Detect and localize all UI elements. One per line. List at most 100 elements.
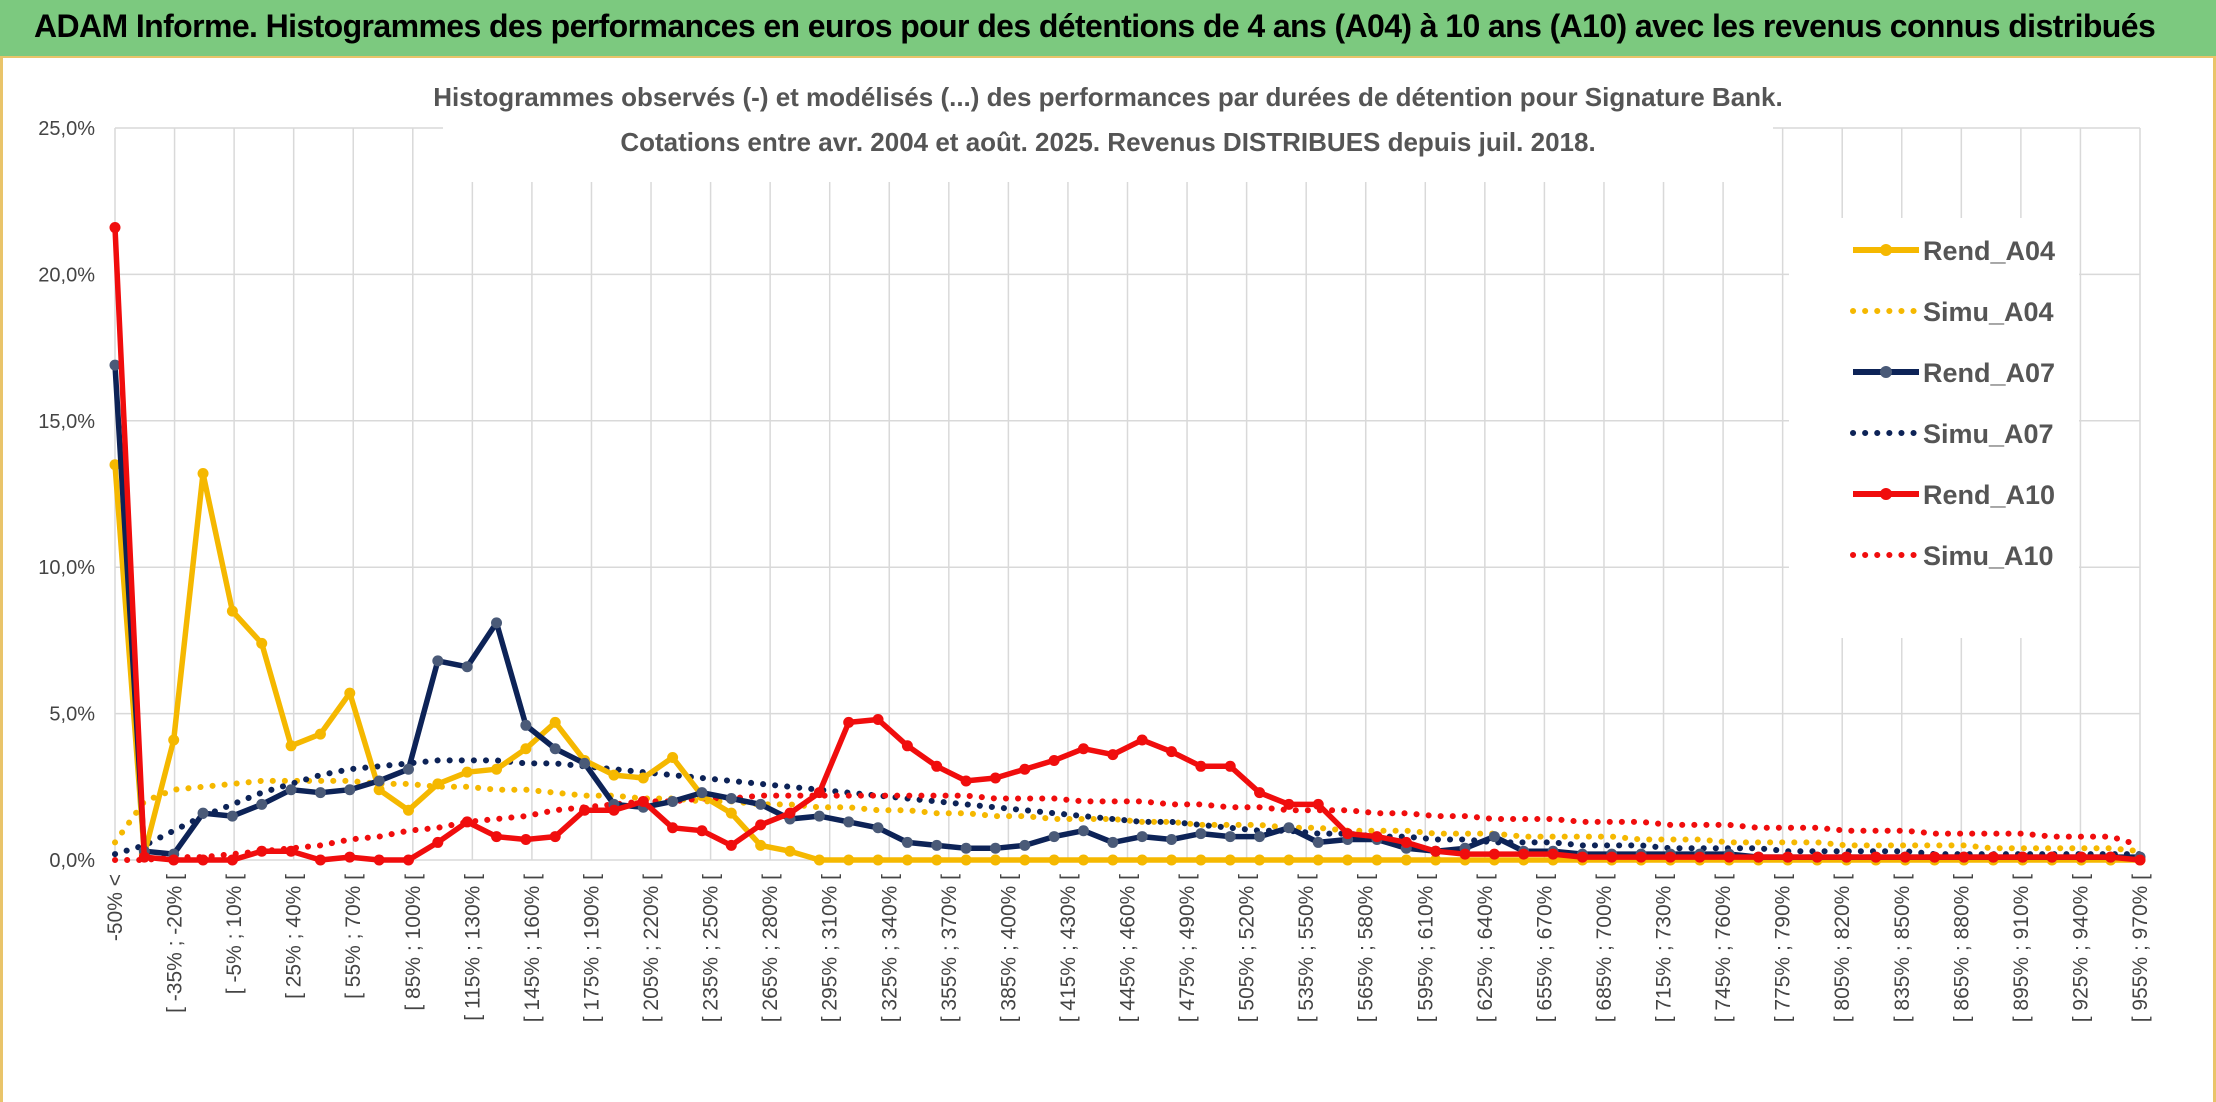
x-tick-label: [ 925% ; 940% [	[2069, 874, 2092, 1022]
data-point	[168, 734, 180, 746]
legend-label: Rend_A10	[1923, 480, 2055, 510]
series	[109, 222, 2146, 866]
data-point	[432, 778, 444, 790]
legend-marker	[1880, 244, 1892, 256]
data-point	[637, 795, 649, 807]
x-tick-label: [ 775% ; 790% [	[1772, 874, 1795, 1022]
y-tick-label: 10,0%	[38, 557, 95, 579]
x-tick-label: [ 715% ; 730% [	[1653, 874, 1676, 1022]
data-point	[344, 851, 356, 863]
legend-label: Simu_A10	[1923, 541, 2054, 571]
data-point	[1371, 831, 1383, 843]
data-point	[931, 839, 943, 851]
data-point	[1166, 854, 1178, 866]
data-point	[637, 772, 649, 784]
page-title: ADAM Informe. Histogrammes des performan…	[34, 8, 2156, 44]
data-point	[784, 807, 796, 819]
legend-item-Simu_A10: Simu_A10	[1850, 541, 2054, 571]
data-point	[1077, 854, 1089, 866]
data-point	[461, 766, 473, 778]
data-point	[1312, 798, 1324, 810]
x-tick-label: -50% <	[104, 874, 127, 941]
data-point	[1048, 831, 1060, 843]
data-point	[2046, 851, 2058, 863]
data-point	[608, 804, 620, 816]
data-point	[872, 713, 884, 725]
data-point	[2075, 851, 2087, 863]
data-point	[1342, 828, 1354, 840]
legend-item-Rend_A07: Rend_A07	[1853, 358, 2055, 388]
data-point	[872, 822, 884, 834]
data-point	[109, 459, 121, 471]
data-point	[520, 834, 532, 846]
y-tick-label: 20,0%	[38, 264, 95, 286]
data-point	[579, 757, 591, 769]
data-point	[1166, 746, 1178, 758]
x-tick-label: [ 295% ; 310% [	[819, 874, 842, 1022]
data-point	[491, 763, 503, 775]
legend-marker	[1880, 366, 1892, 378]
x-tick-label: [ 25% ; 40% [	[283, 874, 306, 999]
data-point	[1606, 851, 1618, 863]
data-point	[373, 784, 385, 796]
x-tick-label: [ 805% ; 820% [	[1831, 874, 1854, 1022]
data-point	[1224, 831, 1236, 843]
data-point	[813, 810, 825, 822]
y-tick-label: 25,0%	[38, 118, 95, 140]
x-tick-label: [ 145% ; 160% [	[521, 874, 544, 1022]
data-point	[989, 854, 1001, 866]
legend-label: Simu_A04	[1923, 297, 2054, 327]
data-point	[1342, 854, 1354, 866]
data-point	[1929, 851, 1941, 863]
data-point	[314, 787, 326, 799]
data-point	[813, 854, 825, 866]
data-point	[402, 854, 414, 866]
data-point	[872, 854, 884, 866]
data-point	[1958, 851, 1970, 863]
data-point	[1077, 825, 1089, 837]
data-point	[1430, 854, 1442, 866]
series-line	[112, 792, 2143, 863]
data-point	[843, 816, 855, 828]
data-point	[256, 637, 268, 649]
data-point	[725, 793, 737, 805]
data-point	[1782, 851, 1794, 863]
data-point	[461, 661, 473, 673]
data-point	[1019, 763, 1031, 775]
data-point	[461, 816, 473, 828]
data-point	[1488, 831, 1500, 843]
data-point	[608, 769, 620, 781]
x-tick-label: [ 475% ; 490% [	[1176, 874, 1199, 1022]
data-point	[1752, 851, 1764, 863]
data-point	[402, 804, 414, 816]
data-point	[1048, 854, 1060, 866]
chart-area: Histogrammes observés (-) et modélisés (…	[0, 58, 2216, 1102]
data-point	[109, 222, 121, 234]
x-tick-label: [ 895% ; 910% [	[2010, 874, 2033, 1022]
data-point	[197, 854, 209, 866]
data-point	[1694, 851, 1706, 863]
data-point	[1312, 836, 1324, 848]
x-tick-label: [ 835% ; 850% [	[1891, 874, 1914, 1022]
data-point	[549, 716, 561, 728]
data-point	[1107, 854, 1119, 866]
x-tick-label: [ 55% ; 70% [	[342, 874, 365, 999]
data-point	[1224, 854, 1236, 866]
x-tick-label: [ 445% ; 460% [	[1117, 874, 1140, 1022]
data-point	[1224, 760, 1236, 772]
y-axis-ticks: 0,0% 5,0% 10,0% 15,0% 20,0% 25,0%	[38, 118, 95, 872]
data-point	[1870, 851, 1882, 863]
x-tick-label: [ 175% ; 190% [	[580, 874, 603, 1022]
data-point	[901, 836, 913, 848]
data-point	[960, 775, 972, 787]
data-point	[901, 740, 913, 752]
data-point	[1723, 851, 1735, 863]
x-tick-label: [ -5% ; 10% [	[223, 874, 246, 994]
x-tick-label: [ 865% ; 880% [	[1950, 874, 1973, 1022]
y-tick-label: 0,0%	[49, 850, 95, 872]
legend-label: Rend_A07	[1923, 358, 2055, 388]
data-point	[197, 807, 209, 819]
series-Simu_A07	[112, 757, 2143, 858]
data-point	[1547, 848, 1559, 860]
data-point	[432, 655, 444, 667]
